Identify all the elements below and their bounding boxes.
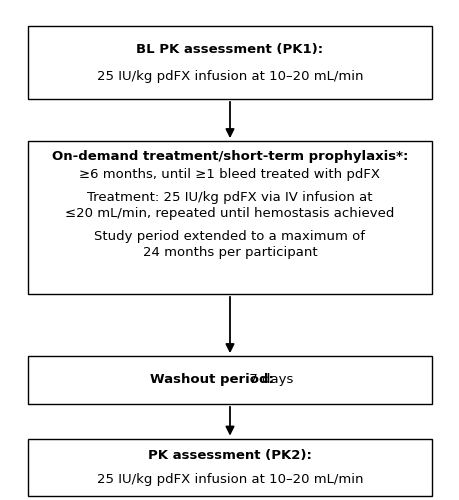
Text: 24 months per participant: 24 months per participant [142,246,317,260]
Text: Washout period: 7 days: Washout period: 7 days [151,374,308,386]
Text: ≤20 mL/min, repeated until hemostasis achieved: ≤20 mL/min, repeated until hemostasis ac… [65,208,394,220]
FancyBboxPatch shape [28,26,431,99]
Text: Washout period:: Washout period: [149,374,273,386]
Text: BL PK assessment (PK1):: BL PK assessment (PK1): [136,44,323,57]
Text: PK assessment (PK2):: PK assessment (PK2): [148,448,311,462]
Text: Study period extended to a maximum of: Study period extended to a maximum of [94,230,365,243]
FancyBboxPatch shape [28,356,431,404]
Text: 7 days: 7 days [245,374,293,386]
Text: On-demand treatment/short-term prophylaxis*:: On-demand treatment/short-term prophylax… [52,150,407,163]
Text: 25 IU/kg pdFX infusion at 10–20 mL/min: 25 IU/kg pdFX infusion at 10–20 mL/min [96,474,363,486]
Text: Treatment: 25 IU/kg pdFX via IV infusion at: Treatment: 25 IU/kg pdFX via IV infusion… [87,191,372,204]
FancyBboxPatch shape [28,439,431,496]
FancyBboxPatch shape [28,141,431,294]
Text: ≥6 months, until ≥1 bleed treated with pdFX: ≥6 months, until ≥1 bleed treated with p… [79,168,380,181]
Text: 25 IU/kg pdFX infusion at 10–20 mL/min: 25 IU/kg pdFX infusion at 10–20 mL/min [96,70,363,83]
